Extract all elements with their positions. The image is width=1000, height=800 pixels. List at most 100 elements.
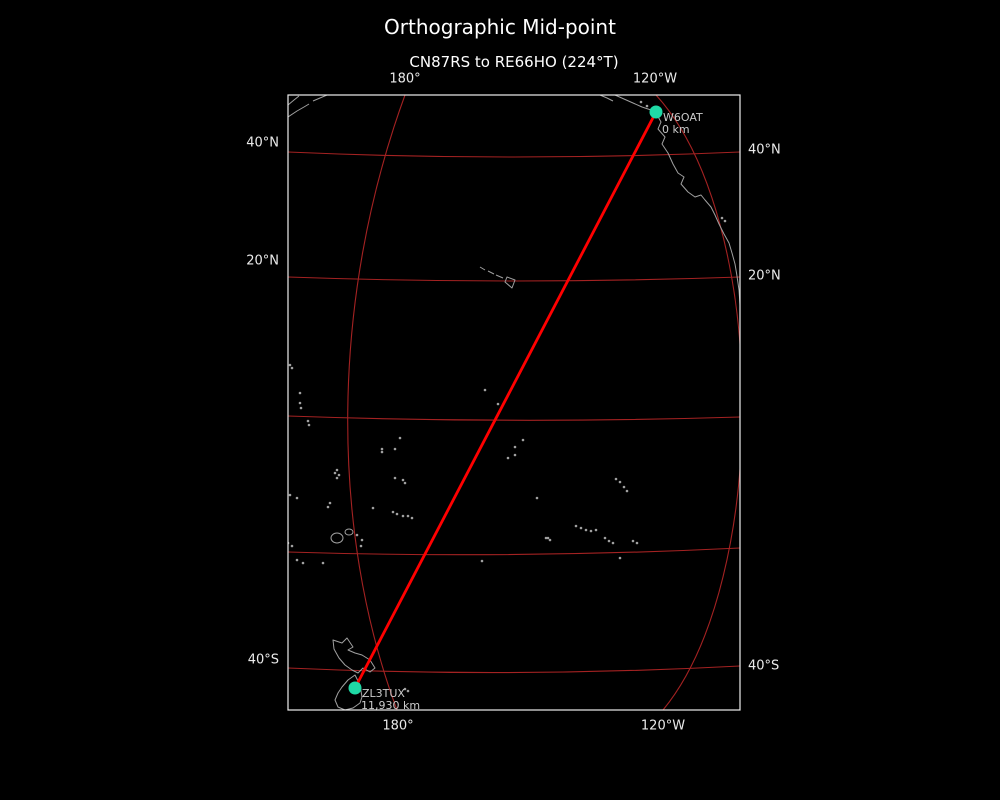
island-dot	[328, 501, 332, 505]
tick-label-right: 40°S	[748, 658, 780, 674]
island-dot	[301, 561, 305, 565]
island-dot	[290, 366, 294, 370]
island-dot	[584, 528, 588, 532]
island-dot	[513, 445, 517, 449]
station-callsign-label: ZL3TUX	[362, 687, 405, 700]
coastline	[479, 266, 486, 271]
island-dot	[359, 544, 363, 548]
station-marker-w6oat	[649, 105, 663, 119]
island-dot	[603, 536, 607, 540]
island-dot	[614, 477, 618, 481]
island-dot	[393, 447, 397, 451]
island-dot	[335, 468, 339, 472]
island-dot	[594, 528, 598, 532]
station-callsign-label: W6OAT	[663, 111, 703, 124]
island-dot	[723, 219, 727, 223]
island-dot	[574, 524, 578, 528]
island-dot	[290, 544, 294, 548]
station-distance-label: 11,930 km	[361, 699, 420, 712]
island-dot	[391, 510, 395, 514]
coastline	[334, 674, 363, 710]
island-dot	[483, 388, 487, 392]
island-dot	[548, 538, 552, 542]
island-dot	[298, 391, 302, 395]
graticule-line	[288, 276, 740, 282]
graticule-line	[288, 415, 740, 421]
island-dot	[288, 363, 292, 367]
island-dot	[496, 402, 500, 406]
axes-subtitle: CN87RS to RE66HO (224°T)	[409, 53, 619, 71]
island-dot	[403, 687, 407, 691]
island-dot	[307, 423, 311, 427]
island-dot	[335, 476, 339, 480]
island-dot	[403, 481, 407, 485]
island-dot	[635, 541, 639, 545]
island-dot	[720, 216, 724, 220]
tick-label-bottom: 120°W	[640, 718, 686, 734]
tick-label-left: 20°N	[246, 253, 279, 269]
island-dot	[393, 476, 397, 480]
island-dot	[480, 559, 484, 563]
island-dot	[406, 514, 410, 518]
island-dot	[521, 438, 525, 442]
tick-label-top: 180°	[389, 71, 421, 87]
island-dot	[288, 493, 292, 497]
graticule-line	[347, 95, 406, 710]
island-dot	[410, 516, 414, 520]
coastline	[504, 276, 516, 289]
station-distance-label: 0 km	[662, 123, 690, 136]
island-dot	[371, 506, 375, 510]
great-circle-path	[353, 111, 658, 689]
island-dot	[546, 536, 550, 540]
island-dot	[607, 539, 611, 543]
coastline	[599, 95, 614, 102]
island-dot	[611, 541, 615, 545]
graticule-line	[288, 151, 740, 158]
island-dot	[355, 533, 359, 537]
island-outline	[330, 532, 344, 544]
island-dot	[544, 536, 548, 540]
island-dot	[306, 419, 310, 423]
island-dot	[579, 526, 583, 530]
graticule-line	[288, 547, 740, 556]
island-dot	[299, 406, 303, 410]
coastline	[288, 95, 300, 106]
island-dot	[631, 539, 635, 543]
figure-title: Orthographic Mid-point	[384, 15, 616, 39]
island-dot	[535, 496, 539, 500]
graticule-line	[288, 665, 740, 674]
island-dot	[618, 556, 622, 560]
island-dot	[622, 485, 626, 489]
coastline	[487, 270, 495, 275]
island-dot	[333, 471, 337, 475]
coastline	[288, 103, 310, 118]
island-dot	[645, 104, 649, 108]
island-dot	[406, 689, 410, 693]
station-marker-zl3tux	[348, 681, 362, 695]
map-border	[287, 94, 741, 711]
tick-label-right: 20°N	[748, 268, 781, 284]
island-dot	[295, 558, 299, 562]
island-dot	[295, 496, 299, 500]
island-dot	[625, 489, 629, 493]
island-dot	[401, 514, 405, 518]
island-dot	[360, 538, 364, 542]
island-dot	[395, 512, 399, 516]
island-dot	[326, 505, 330, 509]
island-dot	[398, 436, 402, 440]
island-outline	[344, 528, 354, 536]
island-dot	[380, 447, 384, 451]
tick-label-bottom: 180°	[382, 718, 414, 734]
island-dot	[337, 473, 341, 477]
coastline	[495, 274, 504, 279]
island-dot	[618, 480, 622, 484]
tick-label-left: 40°S	[247, 652, 279, 668]
island-dot	[506, 456, 510, 460]
tick-label-top: 120°W	[632, 71, 678, 87]
island-dot	[401, 478, 405, 482]
tick-label-right: 40°N	[748, 142, 781, 158]
coastline	[312, 95, 328, 102]
graticule-line	[655, 95, 740, 710]
